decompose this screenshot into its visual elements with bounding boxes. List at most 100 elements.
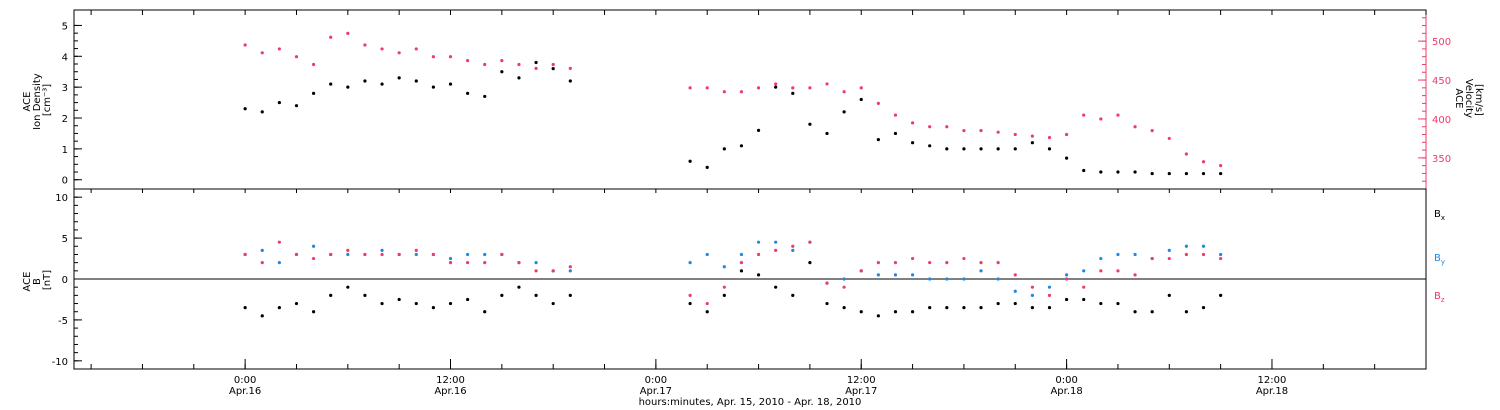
density-point — [825, 131, 829, 136]
by-point — [534, 261, 538, 265]
velocity-point — [431, 55, 435, 59]
bx-point — [688, 301, 692, 306]
density-point — [722, 147, 726, 151]
bz-point — [808, 240, 812, 244]
by-point — [1013, 289, 1017, 293]
bz-point — [363, 252, 367, 257]
b-y-ticks: -10 -5 0 5 10 — [52, 193, 82, 368]
x-tick-time: 0:00 — [645, 375, 667, 386]
bx-point — [996, 301, 1000, 306]
density-point — [1184, 171, 1189, 176]
bz-point — [1065, 277, 1069, 281]
bz-point — [705, 301, 709, 306]
bx-point — [517, 285, 521, 289]
bx-point — [1013, 301, 1017, 306]
density-point — [876, 138, 880, 142]
by-point — [791, 248, 795, 252]
bz-point — [397, 252, 401, 257]
bx-point — [534, 293, 538, 297]
density-point — [277, 100, 281, 105]
density-point — [346, 85, 350, 89]
b-tick-label: 5 — [62, 234, 68, 245]
b-ylabel: ACE B [nT] — [22, 268, 53, 291]
density-point — [568, 79, 572, 83]
velocity-point — [346, 31, 350, 35]
bz-point — [311, 256, 316, 261]
by-point — [996, 277, 1000, 281]
b-tick-label: 10 — [55, 193, 68, 204]
b-tick-label: 0 — [62, 275, 68, 286]
legend-symbol: B — [1434, 291, 1441, 302]
bz-point — [756, 252, 761, 257]
velocity-point — [294, 55, 299, 59]
bz-point — [825, 281, 829, 285]
bx-point — [1150, 310, 1154, 314]
top-plot-frame — [73, 9, 1427, 190]
by-point — [705, 252, 709, 257]
by-point — [962, 277, 966, 281]
density-point — [466, 91, 470, 95]
bx-point — [928, 306, 932, 310]
density-point — [260, 110, 264, 114]
velocity-point — [756, 86, 761, 90]
bz-point — [910, 256, 915, 261]
bz-point — [483, 261, 487, 265]
velocity-point — [774, 82, 778, 86]
by-point — [774, 240, 778, 244]
velocity-point — [1184, 152, 1189, 156]
density-point — [928, 144, 932, 148]
density-point — [483, 94, 487, 99]
density-point — [1150, 171, 1154, 176]
density-point — [243, 107, 247, 111]
bz-point — [842, 285, 846, 289]
bz-point — [466, 261, 470, 265]
bz-point — [876, 261, 880, 265]
bx-point — [466, 297, 470, 302]
bx-point — [483, 310, 487, 314]
density-point — [1219, 171, 1223, 176]
velocity-point — [962, 129, 966, 133]
density-point — [363, 79, 367, 83]
density-y-ticks: 0 1 2 3 4 5 — [62, 21, 82, 187]
velocity-point — [928, 125, 932, 129]
x-tick-date: Apr.18 — [1050, 386, 1082, 397]
velocity-point — [397, 51, 401, 55]
bx-point — [363, 293, 367, 297]
bz-point — [739, 261, 744, 265]
b-ylabel-line1: ACE — [22, 272, 33, 292]
bx-point — [1065, 297, 1069, 302]
velocity-point — [791, 86, 795, 90]
by-point — [945, 277, 949, 281]
density-point — [380, 82, 384, 86]
by-point — [260, 248, 264, 252]
by-point — [1030, 293, 1034, 297]
bx-point — [1047, 306, 1052, 310]
velocity-tick-label: 400 — [1432, 115, 1451, 126]
velocity-point — [1150, 129, 1154, 133]
x-tick-date: Apr.17 — [845, 386, 877, 397]
density-point — [311, 91, 316, 95]
velocity-point — [517, 62, 521, 67]
bz-point — [1167, 256, 1171, 261]
bz-point — [791, 244, 795, 248]
velocity-point — [996, 130, 1000, 134]
bz-point — [1184, 252, 1189, 257]
bz-point — [1013, 273, 1017, 277]
bz-point — [1030, 285, 1034, 289]
bz-point — [260, 261, 264, 265]
by-point — [1065, 273, 1069, 277]
bz-point — [774, 248, 778, 252]
bx-point — [1116, 301, 1120, 306]
density-point — [688, 159, 692, 163]
velocity-point — [500, 58, 504, 63]
density-point — [1030, 141, 1034, 145]
velocity-point — [876, 101, 880, 105]
bx-point — [1219, 293, 1223, 297]
bz-point — [893, 261, 898, 265]
by-point — [756, 240, 761, 244]
velocity-point — [893, 113, 898, 117]
bz-point — [277, 240, 281, 244]
density-point — [414, 79, 418, 83]
